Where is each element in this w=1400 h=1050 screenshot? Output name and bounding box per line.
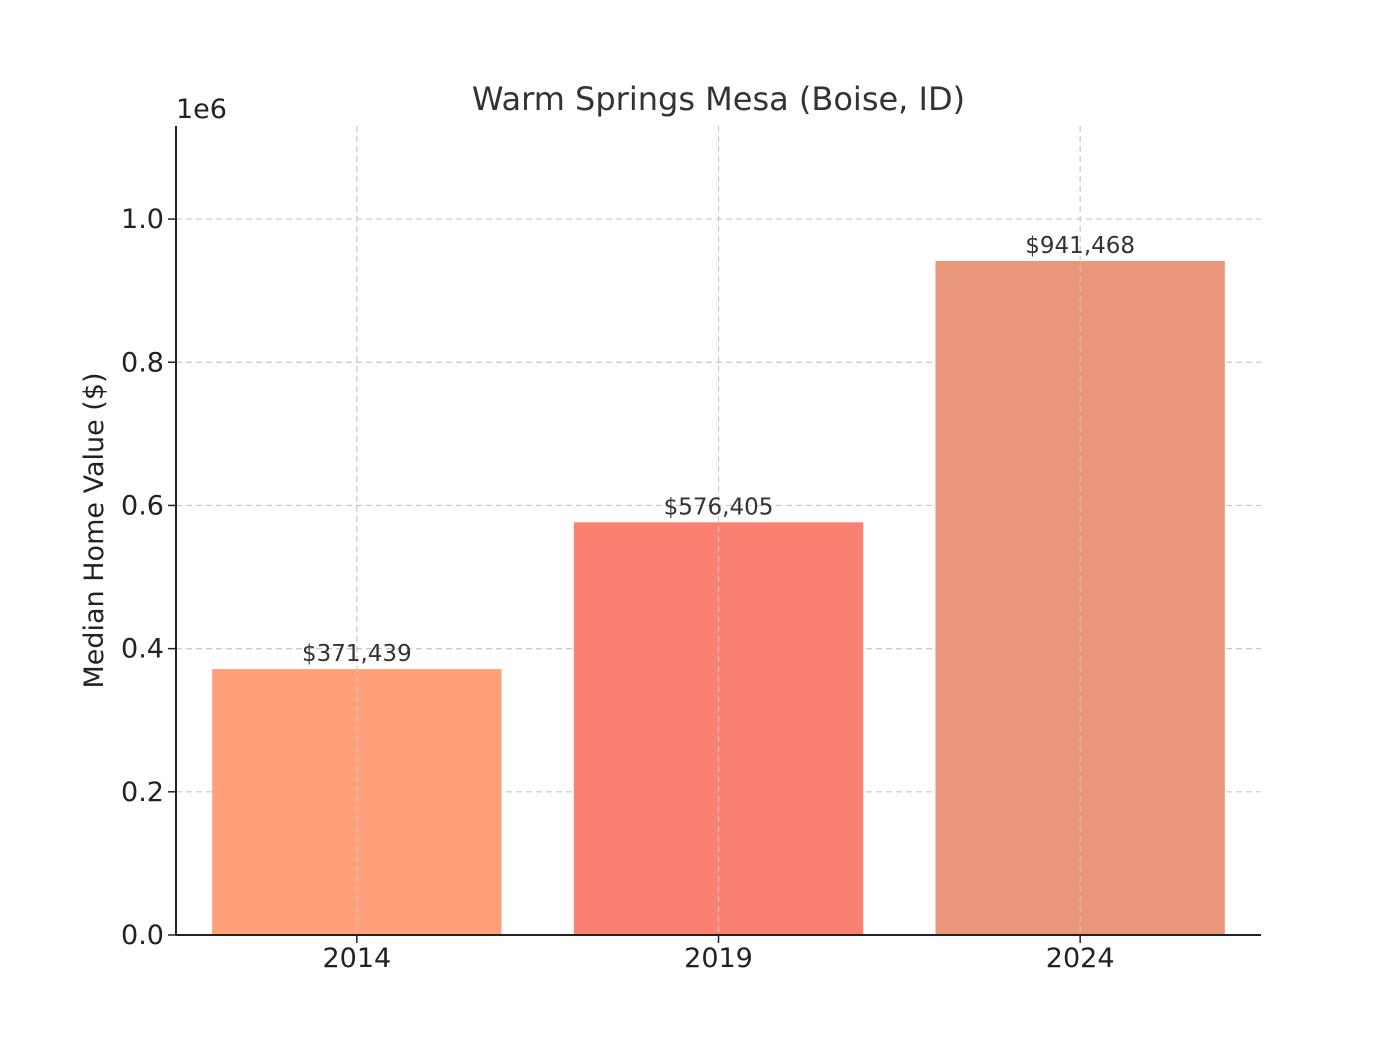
data-label: $576,405 [664,494,774,520]
tick-layer: 0.0 0.2 0.4 0.6 0.8 1.0 2014 2019 2024 [121,204,1114,974]
y-tick-label: 0.6 [121,490,164,521]
y-tick-label: 0.2 [121,777,164,808]
data-label: $371,439 [302,641,412,667]
label-layer: $371,439 $576,405 $941,468 [302,233,1135,667]
y-tick-label: 1.0 [121,204,164,235]
x-tick-label: 2014 [322,943,391,974]
x-tick-label: 2024 [1046,943,1115,974]
y-tick-label: 0.4 [121,634,164,665]
y-axis-offset-label: 1e6 [176,94,227,125]
x-tick-label: 2019 [684,943,753,974]
data-label: $941,468 [1025,233,1135,259]
y-tick-label: 0.0 [121,920,164,951]
chart-title: Warm Springs Mesa (Boise, ID) [472,80,965,118]
y-axis-title: Median Home Value ($) [79,372,110,688]
y-tick-label: 0.8 [121,347,164,378]
